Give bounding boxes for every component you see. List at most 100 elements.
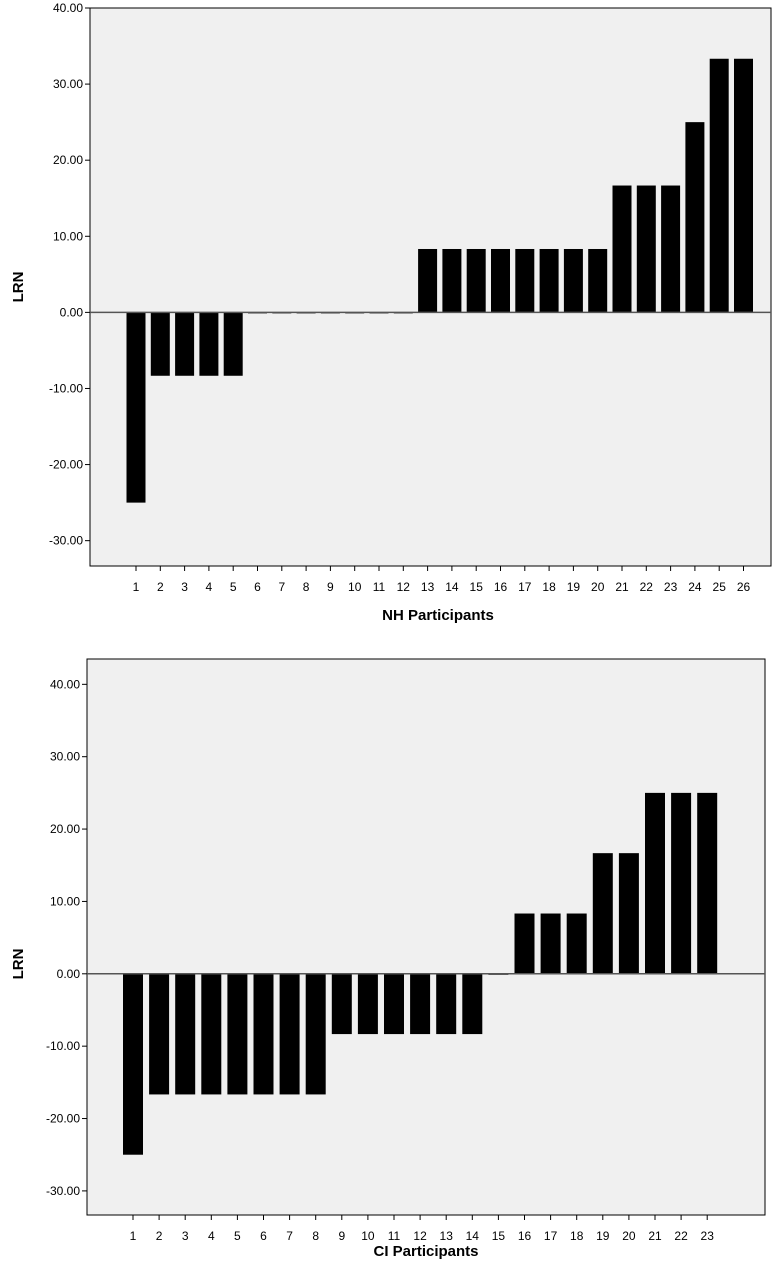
x-tick-label: 22 <box>640 580 654 594</box>
x-tick-label: 20 <box>591 580 605 594</box>
x-tick-label: 18 <box>570 1229 584 1243</box>
bar-3 <box>175 312 195 376</box>
y-tick-label: -20.00 <box>49 458 83 472</box>
bar-16 <box>491 248 510 313</box>
x-tick-label: 14 <box>466 1229 480 1243</box>
bar-20 <box>618 853 639 974</box>
x-tick-label: 21 <box>615 580 629 594</box>
x-axis-title: NH Participants <box>382 607 494 624</box>
bar-8 <box>305 973 326 1095</box>
x-tick-label: 13 <box>421 580 435 594</box>
x-tick-label: 9 <box>327 580 334 594</box>
bar-25 <box>709 58 729 313</box>
y-tick-label: 10.00 <box>53 229 83 243</box>
x-tick-label: 8 <box>312 1229 319 1243</box>
x-tick-label: 18 <box>542 580 556 594</box>
x-tick-label: 15 <box>492 1229 506 1243</box>
x-tick-label: 6 <box>260 1229 267 1243</box>
bar-4 <box>199 312 219 376</box>
bar-10 <box>357 973 378 1035</box>
bar-26 <box>734 58 753 313</box>
bar-12 <box>410 973 431 1035</box>
bar-14 <box>442 248 462 313</box>
bar-2 <box>150 312 170 376</box>
y-tick-label: 30.00 <box>53 77 83 91</box>
x-tick-label: 17 <box>544 1229 558 1243</box>
x-tick-label: 9 <box>338 1229 345 1243</box>
y-tick-label: 10.00 <box>50 894 80 908</box>
x-tick-label: 11 <box>373 580 386 594</box>
ci-participants-chart: 40.00 30.00 20.00 10.00 0.00 -10.00 -20.00 -30.… <box>10 658 766 1260</box>
bar-3 <box>175 973 196 1095</box>
bar-7 <box>279 973 300 1095</box>
x-tick-label: 22 <box>674 1229 688 1243</box>
x-tick-label: 7 <box>286 1229 293 1243</box>
y-tick-label: 20.00 <box>50 822 80 836</box>
bar-5 <box>223 312 243 376</box>
x-tick-label: 19 <box>567 580 581 594</box>
bar-4 <box>201 973 222 1095</box>
bar-15 <box>466 248 486 313</box>
y-axis-title: LRN <box>10 949 27 980</box>
bar-21 <box>612 185 632 313</box>
y-tick-label: 30.00 <box>50 750 80 764</box>
y-tick-label: -20.00 <box>46 1112 80 1126</box>
x-tick-label: 23 <box>701 1229 715 1243</box>
bar-1 <box>126 312 146 503</box>
x-axis-title: CI Participants <box>373 1243 478 1260</box>
bar-22 <box>636 185 656 313</box>
y-tick-label: -30.00 <box>46 1184 80 1198</box>
bar-14 <box>462 973 483 1035</box>
bar-23 <box>697 792 718 974</box>
x-tick-label: 16 <box>518 1229 532 1243</box>
x-tick-label: 20 <box>622 1229 636 1243</box>
bar-18 <box>566 913 587 974</box>
bar-19 <box>592 853 613 974</box>
x-tick-label: 17 <box>518 580 532 594</box>
x-tick-label: 1 <box>133 580 140 594</box>
y-tick-label: 20.00 <box>53 153 83 167</box>
x-tick-label: 25 <box>713 580 727 594</box>
x-tick-label: 4 <box>206 580 213 594</box>
bar-22 <box>671 792 692 974</box>
x-tick-label: 3 <box>181 580 188 594</box>
x-tick-label: 23 <box>664 580 678 594</box>
bar-21 <box>645 792 665 974</box>
x-tick-label: 12 <box>413 1229 427 1243</box>
x-tick-label: 4 <box>208 1229 215 1243</box>
x-tick-label: 11 <box>388 1229 401 1243</box>
y-tick-label: -10.00 <box>46 1039 80 1053</box>
x-tick-label: 5 <box>234 1229 241 1243</box>
x-tick-label: 12 <box>397 580 411 594</box>
bar-2 <box>149 973 170 1095</box>
x-tick-label: 10 <box>361 1229 375 1243</box>
x-tick-label: 2 <box>157 580 164 594</box>
x-tick-label: 15 <box>470 580 484 594</box>
x-tick-label: 2 <box>156 1229 163 1243</box>
bar-17 <box>515 248 535 313</box>
bar-13 <box>436 973 457 1035</box>
bar-11 <box>384 973 404 1035</box>
y-tick-label: -30.00 <box>49 534 83 548</box>
x-tick-label: 19 <box>596 1229 610 1243</box>
y-axis-title: LRN <box>10 272 27 303</box>
x-tick-label: 5 <box>230 580 237 594</box>
x-tick-label: 8 <box>303 580 310 594</box>
nh-participants-chart: 40.00 30.00 20.00 10.00 0.00 -10.00 -20.00 -30.… <box>10 1 772 624</box>
x-tick-label: 14 <box>445 580 459 594</box>
bar-16 <box>514 913 535 974</box>
bar-13 <box>418 248 438 313</box>
bar-24 <box>685 122 705 313</box>
bar-5 <box>227 973 248 1095</box>
y-tick-label: 40.00 <box>50 677 80 691</box>
x-tick-label: 13 <box>440 1229 454 1243</box>
x-tick-label: 16 <box>494 580 508 594</box>
y-tick-label: 0.00 <box>57 967 81 981</box>
y-tick-label: 0.00 <box>60 305 84 319</box>
bar-19 <box>563 248 583 313</box>
bar-18 <box>539 248 559 313</box>
bar-6 <box>253 973 274 1095</box>
x-tick-label: 10 <box>348 580 362 594</box>
x-tick-label: 21 <box>648 1229 662 1243</box>
bar-23 <box>661 185 681 313</box>
